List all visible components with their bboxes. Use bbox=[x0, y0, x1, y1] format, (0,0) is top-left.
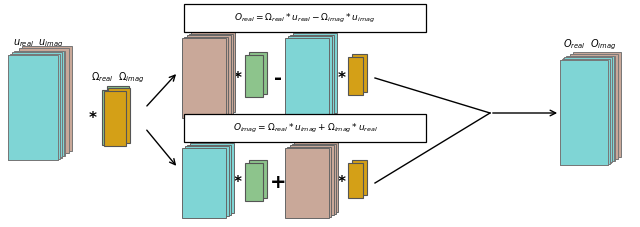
Polygon shape bbox=[293, 33, 337, 113]
Text: -: - bbox=[274, 69, 282, 87]
Polygon shape bbox=[14, 51, 64, 156]
Polygon shape bbox=[563, 58, 611, 163]
Polygon shape bbox=[352, 160, 367, 195]
Polygon shape bbox=[102, 90, 124, 145]
Polygon shape bbox=[287, 36, 332, 116]
Polygon shape bbox=[348, 163, 363, 198]
Text: *: * bbox=[338, 71, 346, 86]
Polygon shape bbox=[566, 56, 614, 161]
Text: +: + bbox=[269, 173, 286, 192]
Polygon shape bbox=[245, 163, 263, 201]
Polygon shape bbox=[291, 35, 334, 115]
Polygon shape bbox=[190, 143, 234, 213]
Polygon shape bbox=[249, 160, 267, 198]
Text: $O_{real}$  $O_{imag}$: $O_{real}$ $O_{imag}$ bbox=[563, 38, 617, 52]
Polygon shape bbox=[191, 32, 235, 112]
Text: $u_{real}$  $u_{imag}$: $u_{real}$ $u_{imag}$ bbox=[13, 38, 63, 50]
Polygon shape bbox=[188, 145, 231, 215]
Polygon shape bbox=[189, 34, 233, 114]
Polygon shape bbox=[184, 37, 228, 116]
Text: $\Omega_{real}$  $\Omega_{imag}$: $\Omega_{real}$ $\Omega_{imag}$ bbox=[92, 71, 145, 85]
Polygon shape bbox=[186, 35, 230, 115]
Polygon shape bbox=[285, 148, 329, 218]
Polygon shape bbox=[12, 52, 62, 157]
Polygon shape bbox=[352, 54, 367, 92]
Polygon shape bbox=[12, 53, 61, 158]
Polygon shape bbox=[8, 55, 58, 160]
Polygon shape bbox=[108, 88, 130, 143]
Polygon shape bbox=[287, 146, 332, 217]
FancyBboxPatch shape bbox=[184, 4, 426, 32]
Polygon shape bbox=[245, 55, 263, 97]
Polygon shape bbox=[185, 146, 228, 216]
Text: *: * bbox=[234, 71, 242, 86]
Polygon shape bbox=[107, 86, 129, 141]
Polygon shape bbox=[19, 48, 68, 153]
Polygon shape bbox=[292, 143, 336, 214]
Polygon shape bbox=[182, 38, 226, 118]
FancyBboxPatch shape bbox=[184, 114, 426, 142]
Text: $O_{real} = \Omega_{real} * u_{real} - \Omega_{imag} * u_{imag}$: $O_{real} = \Omega_{real} * u_{real} - \… bbox=[234, 11, 376, 25]
Polygon shape bbox=[562, 59, 610, 164]
Polygon shape bbox=[8, 55, 58, 160]
Polygon shape bbox=[564, 57, 612, 162]
Polygon shape bbox=[294, 142, 338, 212]
Polygon shape bbox=[289, 145, 333, 215]
Polygon shape bbox=[15, 50, 65, 155]
Text: $O_{imag} = \Omega_{real} * u_{imag} + \Omega_{imag} * u_{real}$: $O_{imag} = \Omega_{real} * u_{imag} + \… bbox=[232, 121, 378, 135]
Text: *: * bbox=[338, 175, 346, 190]
Polygon shape bbox=[249, 52, 267, 94]
Polygon shape bbox=[560, 60, 608, 165]
Polygon shape bbox=[182, 148, 226, 218]
Text: *: * bbox=[234, 175, 242, 190]
Polygon shape bbox=[348, 57, 363, 95]
Polygon shape bbox=[104, 91, 126, 146]
Polygon shape bbox=[22, 46, 72, 151]
Text: *: * bbox=[89, 111, 97, 126]
Polygon shape bbox=[573, 52, 621, 157]
Polygon shape bbox=[285, 38, 329, 118]
Polygon shape bbox=[566, 56, 614, 161]
Polygon shape bbox=[560, 60, 608, 165]
Polygon shape bbox=[570, 54, 618, 159]
Polygon shape bbox=[10, 54, 60, 159]
